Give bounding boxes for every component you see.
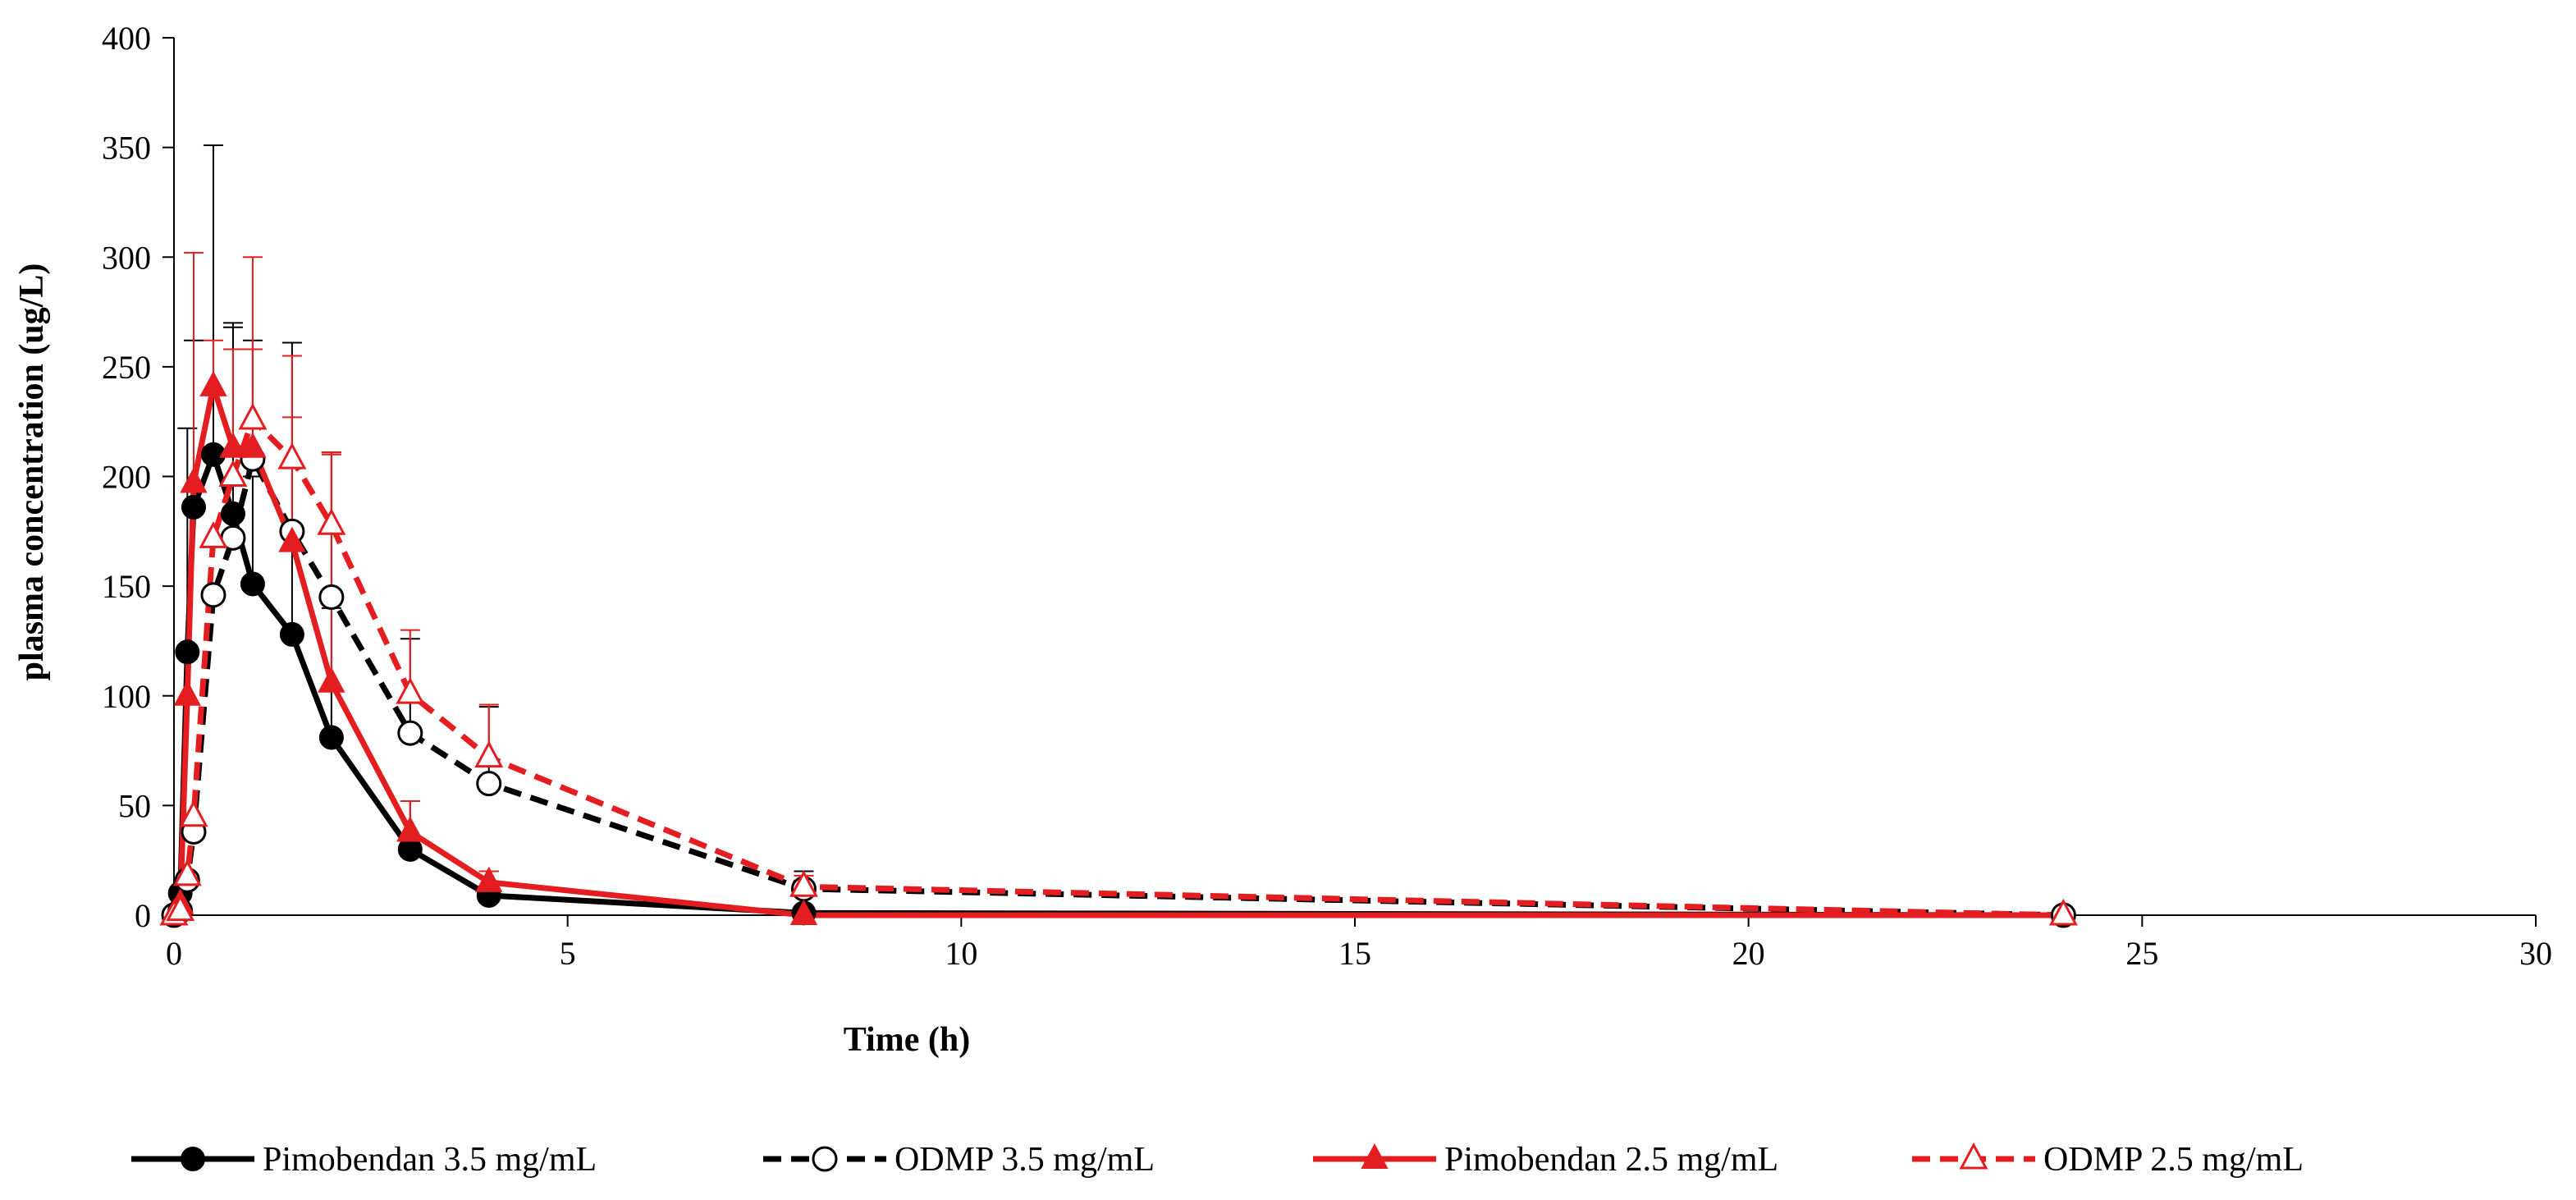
series-line-4 bbox=[172, 416, 2064, 918]
data-point bbox=[277, 442, 307, 469]
x-tick-label: 20 bbox=[1732, 935, 1765, 972]
y-tick-label: 300 bbox=[102, 239, 151, 276]
series-line-2 bbox=[172, 456, 2064, 918]
data-point bbox=[172, 859, 202, 886]
legend-label-3: Pimobendan 2.5 mg/mL bbox=[1444, 1141, 1778, 1179]
legend-label-2: ODMP 3.5 mg/mL bbox=[895, 1141, 1155, 1179]
series-lines bbox=[171, 383, 2064, 918]
data-point bbox=[220, 501, 245, 526]
data-point bbox=[200, 582, 226, 608]
legend-marker-2 bbox=[812, 1146, 838, 1172]
data-point bbox=[199, 370, 227, 396]
x-tick-label: 5 bbox=[560, 935, 576, 972]
data-point bbox=[166, 894, 195, 922]
y-tick-label: 50 bbox=[118, 787, 151, 824]
data-point bbox=[219, 432, 247, 458]
data-point bbox=[180, 467, 208, 493]
data-point bbox=[278, 526, 306, 552]
data-point bbox=[238, 402, 268, 430]
x-axis-title: Time (h) bbox=[844, 1021, 970, 1059]
y-tick-label: 100 bbox=[102, 678, 151, 715]
data-point bbox=[179, 799, 208, 827]
legend-label-4: ODMP 2.5 mg/mL bbox=[2043, 1141, 2304, 1179]
y-tick-label: 350 bbox=[102, 130, 151, 167]
axes: 0 50 100 150 200 250 300 350 400 0 5 10 15 20 25 30 bbox=[102, 20, 2552, 972]
data-point bbox=[279, 621, 304, 647]
data-point bbox=[173, 680, 201, 706]
x-tick-label: 0 bbox=[166, 935, 182, 972]
legend-label-1: Pimobendan 3.5 mg/mL bbox=[263, 1141, 597, 1179]
data-point bbox=[789, 899, 818, 925]
y-tick-label: 200 bbox=[102, 459, 151, 496]
data-point bbox=[239, 432, 267, 458]
series-line-1 bbox=[171, 451, 2064, 918]
data-point bbox=[318, 725, 344, 750]
data-point bbox=[199, 521, 228, 548]
x-tick-label: 25 bbox=[2125, 935, 2158, 972]
data-point bbox=[396, 676, 425, 704]
x-tick-label: 30 bbox=[2519, 935, 2552, 972]
data-point bbox=[475, 866, 503, 892]
data-point bbox=[2048, 898, 2078, 926]
data-point bbox=[318, 666, 345, 693]
legend-marker-1 bbox=[181, 1147, 205, 1171]
y-tick-label: 400 bbox=[102, 20, 151, 57]
data-point bbox=[474, 740, 504, 768]
data-point bbox=[317, 508, 346, 535]
data-point bbox=[476, 771, 502, 797]
y-tick-label: 0 bbox=[135, 897, 151, 934]
x-tick-label: 10 bbox=[945, 935, 977, 972]
series-line-3 bbox=[171, 383, 2064, 918]
legend: Pimobendan 3.5 mg/mL ODMP 3.5 mg/mL Pimobe… bbox=[131, 1141, 2304, 1179]
data-markers bbox=[159, 370, 2078, 928]
data-point bbox=[318, 584, 345, 610]
data-point bbox=[397, 720, 423, 746]
data-point bbox=[240, 571, 265, 597]
y-tick-label: 250 bbox=[102, 349, 151, 386]
legend-marker-3 bbox=[1361, 1143, 1389, 1169]
y-axis-title: plasma concentration (ug/L) bbox=[13, 263, 51, 681]
data-point bbox=[396, 816, 424, 842]
data-point bbox=[181, 494, 206, 520]
y-tick-label: 150 bbox=[102, 568, 151, 605]
data-point bbox=[218, 460, 248, 487]
x-tick-label: 15 bbox=[1338, 935, 1371, 972]
data-point bbox=[789, 870, 818, 897]
data-point bbox=[175, 639, 200, 665]
legend-marker-4 bbox=[1959, 1142, 1988, 1170]
